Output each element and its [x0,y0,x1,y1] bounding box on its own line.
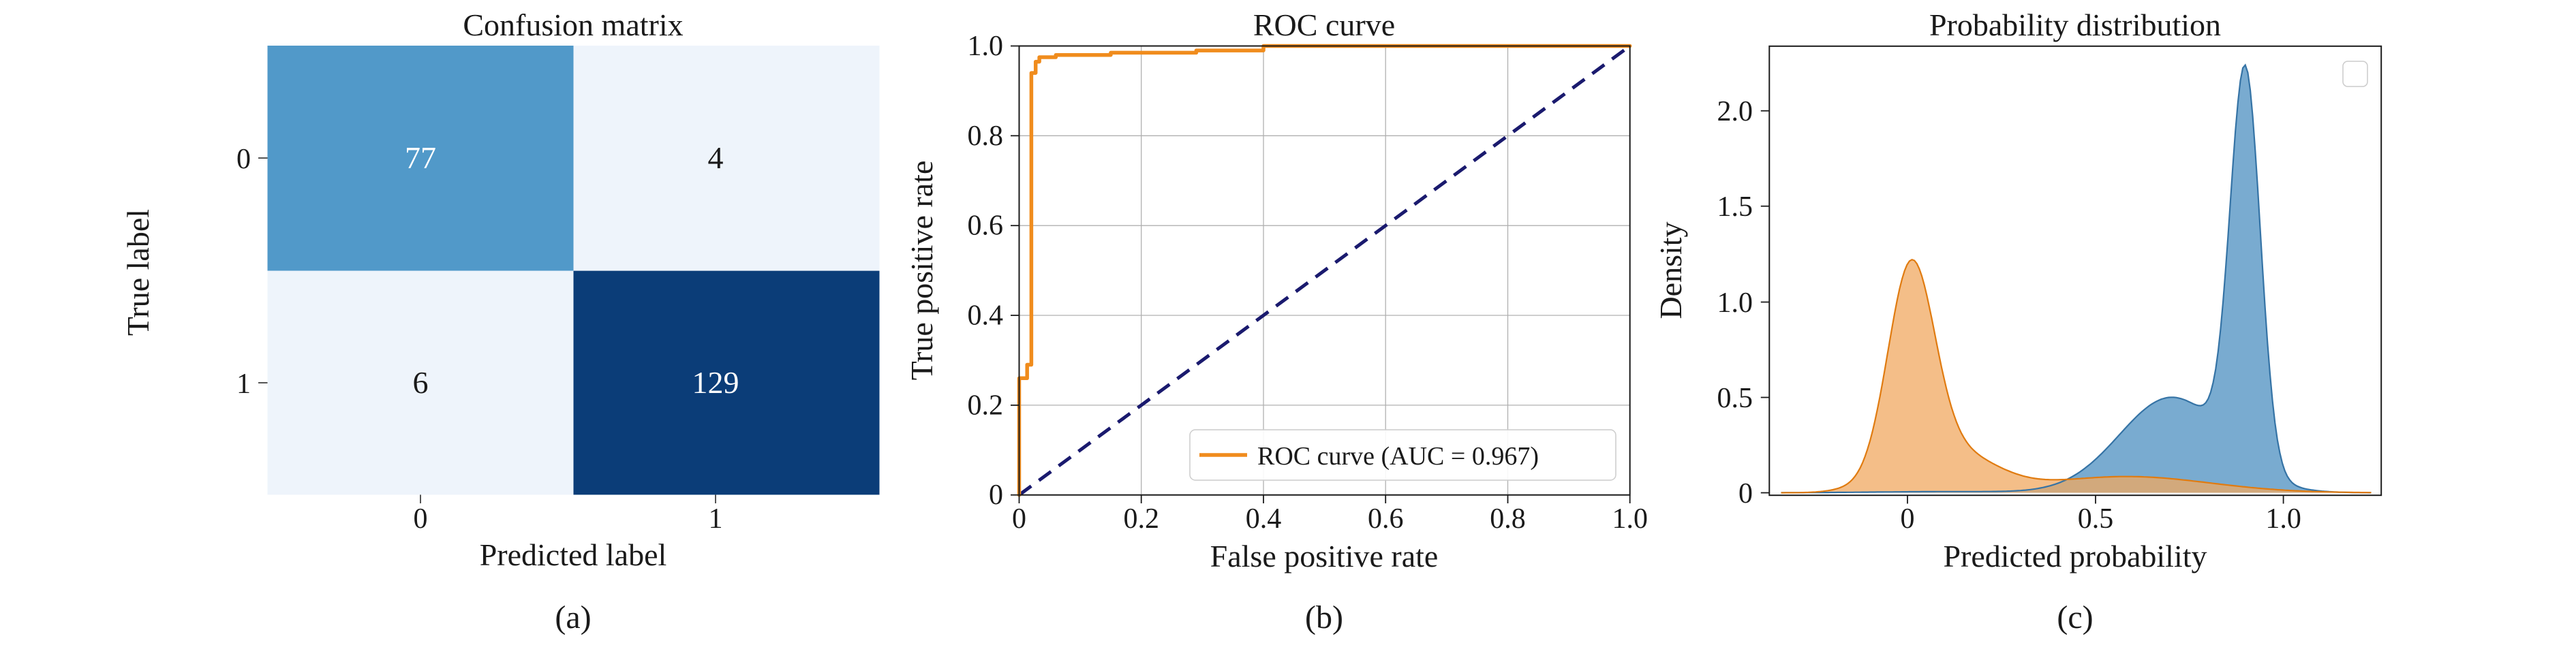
svg-text:1.0: 1.0 [1717,287,1753,319]
svg-text:0.8: 0.8 [1490,503,1526,535]
svg-text:ROC curve (AUC = 0.967): ROC curve (AUC = 0.967) [1257,442,1539,471]
svg-text:1.5: 1.5 [1717,191,1753,223]
svg-text:1.0: 1.0 [968,31,1004,62]
svg-text:(c): (c) [2057,599,2093,635]
svg-text:0.5: 0.5 [1717,383,1753,414]
svg-text:0: 0 [1901,503,1915,535]
svg-text:0.8: 0.8 [968,121,1004,152]
svg-text:False positive rate: False positive rate [1210,539,1439,573]
svg-text:0.6: 0.6 [968,210,1004,242]
svg-text:4: 4 [708,140,724,175]
svg-text:0: 0 [989,479,1003,511]
svg-text:(b): (b) [1305,599,1343,635]
svg-text:1: 1 [709,503,723,535]
svg-text:2.0: 2.0 [1717,96,1753,127]
svg-text:6: 6 [413,365,429,400]
svg-text:(a): (a) [555,599,591,635]
svg-text:0.2: 0.2 [1123,503,1159,535]
svg-text:Predicted label: Predicted label [480,537,667,572]
svg-text:Predicted probability: Predicted probability [1943,539,2207,573]
svg-text:Density: Density [1653,221,1688,319]
svg-text:Probability distribution: Probability distribution [1929,7,2221,42]
svg-text:0.2: 0.2 [968,390,1004,422]
svg-text:True positive rate: True positive rate [904,161,939,381]
svg-text:True label: True label [121,209,155,336]
svg-text:0.4: 0.4 [968,300,1004,332]
svg-text:Confusion matrix: Confusion matrix [463,7,683,42]
svg-text:ROC curve: ROC curve [1253,7,1395,42]
svg-text:0.4: 0.4 [1246,503,1282,535]
svg-text:0.5: 0.5 [2078,503,2114,535]
svg-text:77: 77 [405,140,436,175]
svg-text:1.0: 1.0 [1612,503,1648,535]
svg-text:0: 0 [1738,478,1753,509]
svg-text:0.6: 0.6 [1368,503,1404,535]
svg-text:0: 0 [236,144,251,175]
svg-text:1.0: 1.0 [2265,503,2301,535]
svg-text:0: 0 [414,503,428,535]
svg-text:0: 0 [1012,503,1026,535]
svg-text:129: 129 [692,365,739,400]
svg-text:1: 1 [236,368,251,400]
